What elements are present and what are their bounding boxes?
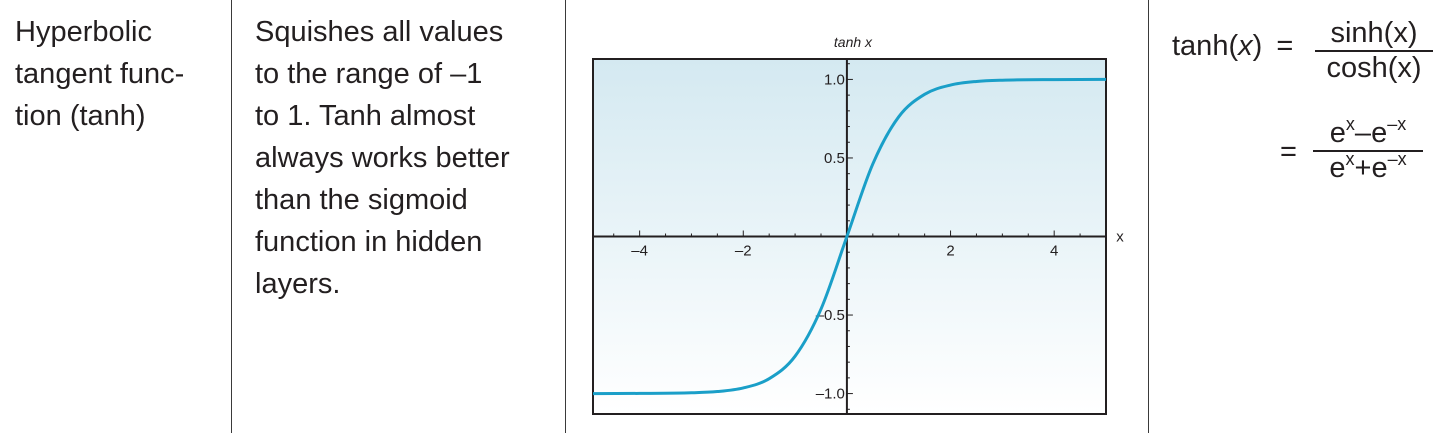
column-divider-2 bbox=[565, 0, 566, 433]
equals-sign-2: = bbox=[1280, 136, 1297, 168]
x-tick-label: 2 bbox=[946, 243, 954, 260]
description-cell: Squishes all values to the range of –1 t… bbox=[255, 11, 555, 444]
description-line: function in hidden bbox=[255, 226, 483, 258]
lhs-function: tanh( bbox=[1172, 30, 1239, 62]
y-tick-label: –0.5 bbox=[816, 307, 845, 324]
x-tick-label: 4 bbox=[1050, 243, 1058, 260]
y-tick-label: 0.5 bbox=[824, 150, 845, 167]
column-divider-3 bbox=[1148, 0, 1149, 433]
fraction-sinh-cosh: sinh(x) cosh(x) bbox=[1315, 18, 1433, 84]
fraction-exponentials: ex–e–x ex+e–x bbox=[1313, 114, 1423, 184]
function-name-line: tion (tanh) bbox=[15, 100, 146, 132]
exp-denominator: ex+e–x bbox=[1329, 149, 1407, 184]
description-line: always works better bbox=[255, 142, 510, 174]
formula-lhs: tanh(x) = bbox=[1172, 30, 1293, 63]
chart-title: tanh x bbox=[834, 34, 873, 50]
chart-cell: tanh x –4 –2 2 4 –1.0 –0.5 0.5 1.0 x bbox=[575, 0, 1140, 433]
description-line: than the sigmoid bbox=[255, 184, 468, 216]
equals-sign-1: = bbox=[1276, 30, 1294, 62]
description-line: layers. bbox=[255, 268, 341, 300]
description-line: to 1. Tanh almost bbox=[255, 100, 476, 132]
description-line: Squishes all values bbox=[255, 16, 504, 48]
function-name-line: tangent func- bbox=[15, 58, 185, 90]
y-tick-label: –1.0 bbox=[816, 386, 845, 403]
column-divider-1 bbox=[231, 0, 232, 433]
y-tick-label: 1.0 bbox=[824, 71, 845, 88]
function-name-cell: Hyperbolic tangent func- tion (tanh) bbox=[15, 11, 220, 444]
lhs-close: ) bbox=[1252, 30, 1263, 62]
tanh-chart: tanh x –4 –2 2 4 –1.0 –0.5 0.5 1.0 x bbox=[592, 34, 1124, 415]
description-line: to the range of –1 bbox=[255, 58, 483, 90]
x-tick-label: –2 bbox=[735, 243, 752, 260]
fraction-numerator: sinh(x) bbox=[1330, 17, 1418, 49]
x-tick-label: –4 bbox=[631, 243, 648, 260]
fraction-bar bbox=[1313, 150, 1423, 152]
lhs-variable: x bbox=[1238, 30, 1253, 62]
x-axis-label: x bbox=[1116, 229, 1124, 246]
exp-numerator: ex–e–x bbox=[1329, 114, 1407, 149]
formula-cell: tanh(x) = sinh(x) cosh(x) = ex–e–x ex+e–… bbox=[1150, 0, 1438, 433]
function-name-line: Hyperbolic bbox=[15, 16, 152, 48]
fraction-denominator: cosh(x) bbox=[1326, 52, 1422, 84]
tanh-curve bbox=[592, 77, 1107, 396]
fraction-bar bbox=[1315, 50, 1433, 52]
